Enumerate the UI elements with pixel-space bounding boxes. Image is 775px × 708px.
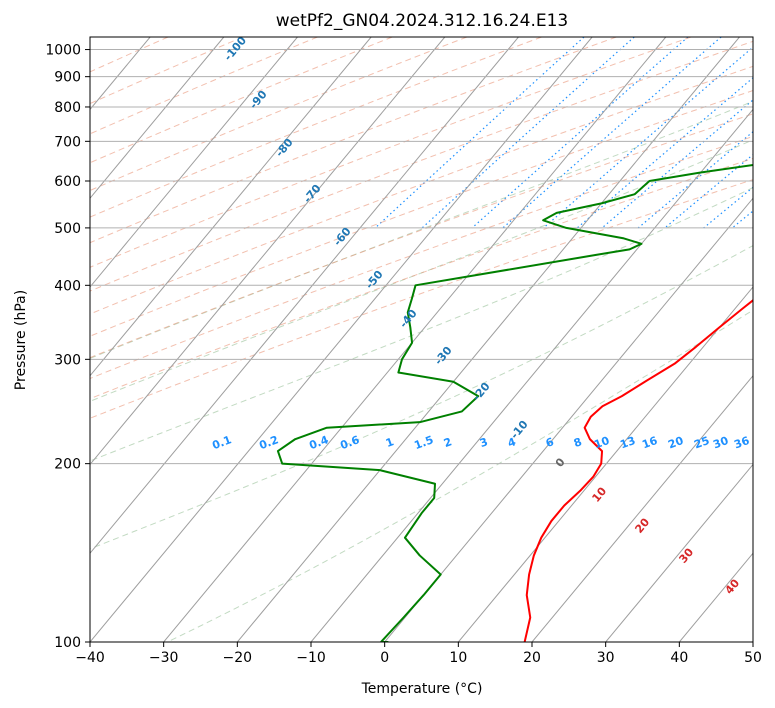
isotherm--90: [90, 37, 225, 200]
y-tick-label: 200: [54, 457, 81, 473]
y-axis-label: Pressure (hPa): [13, 290, 29, 390]
mixing-ratio-label: 16: [640, 434, 659, 452]
moist-adiabat-0: [90, 100, 753, 359]
mixing-ratio-label: 0.2: [257, 433, 280, 452]
x-tick-label: 20: [523, 650, 541, 666]
isotherm--20: [236, 37, 740, 642]
mixing-ratio-label: 10: [592, 434, 611, 452]
mixing-ratio-label: 20: [666, 434, 685, 452]
x-axis-label: Temperature (°C): [361, 681, 483, 697]
isotherm--80: [90, 37, 298, 288]
chart-title: wetPf2_GN04.2024.312.16.24.E13: [276, 11, 568, 31]
dewpoint-line: [276, 163, 753, 642]
mixing-ratio-0.4: [471, 37, 689, 229]
mixing-ratio-0.6: [502, 37, 722, 229]
mixing-ratio-label: 6: [544, 435, 556, 450]
mixing-ratio-label: 36: [732, 434, 751, 452]
y-tick-label: 400: [54, 278, 81, 294]
dry-adiabat--20: [90, 40, 753, 292]
mixing-ratio-3: [637, 130, 753, 229]
y-tick-label: 800: [54, 100, 81, 116]
moist-adiabat-20: [90, 187, 753, 462]
isotherm-20: [531, 374, 753, 642]
mixing-ratio-label: 30: [711, 434, 730, 452]
x-tick-label: −10: [296, 650, 326, 666]
isotherm--10: [310, 108, 753, 642]
moist-adiabat-lines: [90, 100, 753, 642]
mixing-ratio-1: [543, 46, 753, 229]
isotherm--40: [90, 37, 593, 642]
mixing-ratio-label: 13: [618, 434, 637, 451]
mixing-ratio-label: 4: [506, 435, 518, 450]
isotherm--50: [90, 37, 519, 555]
y-tick-label: 100: [54, 635, 81, 651]
y-tick-label: 900: [54, 70, 81, 86]
moist-adiabat-40: [167, 309, 753, 642]
y-tick-label: 300: [54, 352, 81, 368]
mixing-ratio-label: 1.5: [412, 433, 435, 452]
x-tick-label: −20: [223, 650, 253, 666]
temperature-line: [523, 299, 753, 642]
x-tick-label: 40: [670, 650, 688, 666]
dry-adiabat-10: [90, 113, 753, 359]
mixing-ratio-label: 25: [692, 434, 711, 451]
isotherm-lines: [90, 37, 753, 642]
dry-adiabat--30: [90, 37, 692, 268]
plot-area: -100-90-80-70-60-50-40-30-20-10010203040…: [90, 37, 753, 642]
isotherm--60: [90, 37, 446, 466]
mixing-ratio-label: 0.4: [307, 433, 330, 452]
isotherm--30: [163, 37, 667, 642]
isotherm-30: [605, 463, 753, 642]
moist-adiabat-10: [90, 139, 753, 402]
x-tick-label: 50: [744, 650, 762, 666]
mixing-ratio-label: 2: [442, 435, 454, 450]
mixing-ratio-label: 0.6: [338, 433, 361, 452]
dry-adiabat--70: [90, 37, 393, 164]
y-tick-label: 1000: [45, 43, 81, 59]
x-tick-label: −40: [75, 650, 105, 666]
x-tick-label: 0: [380, 650, 389, 666]
mixing-ratio-6: [703, 186, 753, 229]
y-tick-label: 600: [54, 174, 81, 190]
x-axis: −40 −30 −20 −10 0 10 20 30 40 50: [75, 642, 762, 666]
mixing-ratio-label: 1: [384, 435, 396, 450]
y-tick-label: 500: [54, 221, 81, 237]
y-tick-label: 700: [54, 134, 81, 150]
dry-adiabat-20: [90, 135, 753, 380]
isotherm-0: [384, 197, 753, 642]
isotherm-10: [457, 286, 753, 642]
dry-adiabat-lines: [90, 37, 753, 419]
x-tick-label: −30: [149, 650, 179, 666]
dry-adiabat--60: [90, 37, 468, 192]
mixing-ratio-label: 0.1: [210, 433, 233, 452]
x-tick-label: 10: [449, 650, 467, 666]
isotherm--70: [90, 37, 372, 377]
mixing-ratio-label: 3: [478, 435, 490, 450]
mixing-ratio-label: 8: [572, 435, 584, 450]
x-tick-label: 30: [597, 650, 615, 666]
y-axis: 100 200 300 400 500 600 700 800 900 1000: [45, 43, 90, 651]
plot-frame: [89, 36, 754, 643]
profile-lines: [276, 163, 753, 642]
mixing-ratio-lines: [374, 37, 753, 229]
